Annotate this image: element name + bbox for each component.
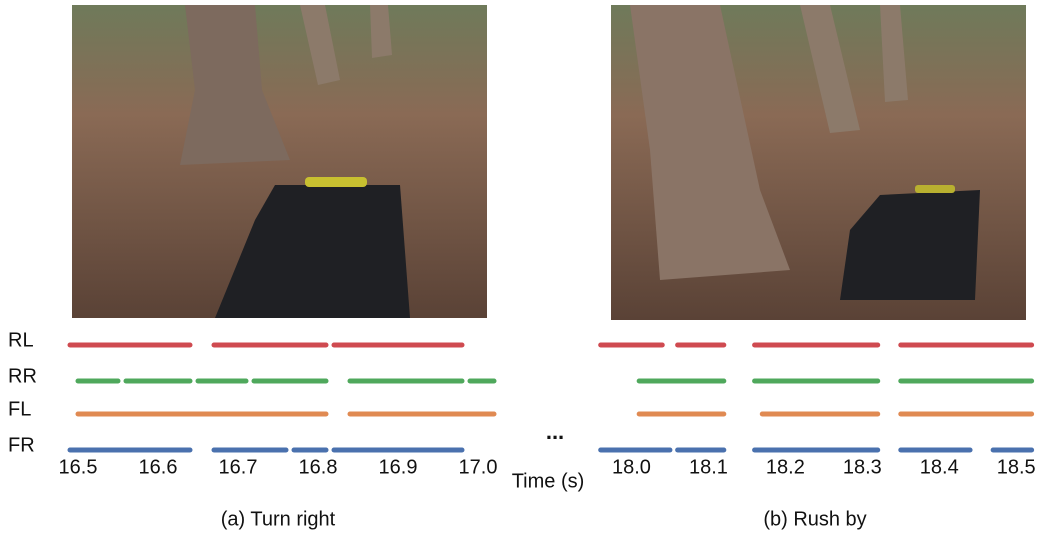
- ellipsis: ...: [546, 419, 564, 444]
- x-tick-label: 18.1: [689, 456, 728, 478]
- x-tick-label: 18.0: [612, 456, 651, 478]
- row-label: RL: [8, 329, 34, 351]
- x-tick-label: 16.6: [139, 456, 178, 478]
- row-label: FL: [8, 398, 31, 420]
- row-label: RR: [8, 365, 37, 387]
- x-tick-label: 16.5: [59, 456, 98, 478]
- x-tick-label: 18.5: [997, 456, 1036, 478]
- figure: ... Time (s) 16.5 16.6 16.7 16.8 16.9 17.0 RL R…: [0, 0, 1049, 535]
- x-tick-label: 16.9: [379, 456, 418, 478]
- x-tick-label: 18.3: [843, 456, 882, 478]
- x-tick-label: 17.0: [459, 456, 498, 478]
- photo-turn-right: [72, 5, 487, 318]
- x-tick-label: 18.4: [920, 456, 959, 478]
- x-tick-label: 16.7: [219, 456, 258, 478]
- panel-caption: (a) Turn right: [221, 508, 336, 530]
- row-label: FR: [8, 434, 35, 456]
- x-axis-label: Time (s): [512, 470, 585, 492]
- x-tick-label: 16.8: [299, 456, 338, 478]
- x-tick-label: 18.2: [766, 456, 805, 478]
- panel-caption: (b) Rush by: [763, 508, 866, 530]
- photo-rush-by: [611, 5, 1026, 320]
